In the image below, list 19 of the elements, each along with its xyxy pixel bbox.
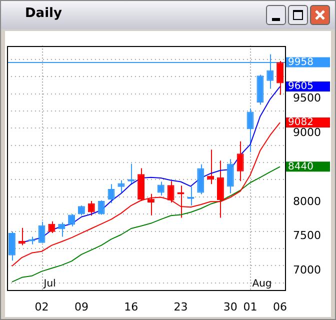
x-tick-label: 01: [243, 300, 258, 314]
x-tick-label: 06: [273, 300, 288, 314]
x-tick-label: 09: [74, 300, 88, 314]
annotation: Jul: [42, 278, 56, 290]
y-tick-label: 7000: [293, 264, 322, 277]
data-label: 9605: [288, 81, 314, 92]
ref-line-label: 9958: [288, 56, 314, 68]
x-tick-label: 16: [124, 300, 138, 314]
annotation: Aug: [252, 278, 272, 290]
y-tick-label: 8000: [293, 194, 322, 208]
x-tick-label: 30: [223, 300, 238, 314]
y-tick-label: 9500: [293, 92, 322, 105]
y-tick-label: 9000: [293, 126, 322, 140]
x-tick-label: 23: [174, 300, 188, 314]
data-label: 8440: [288, 161, 314, 172]
x-tick-label: 02: [34, 300, 49, 314]
data-label: 9082: [288, 117, 314, 128]
chart-title: Daily: [25, 6, 62, 21]
y-tick-label: 7500: [293, 229, 322, 242]
